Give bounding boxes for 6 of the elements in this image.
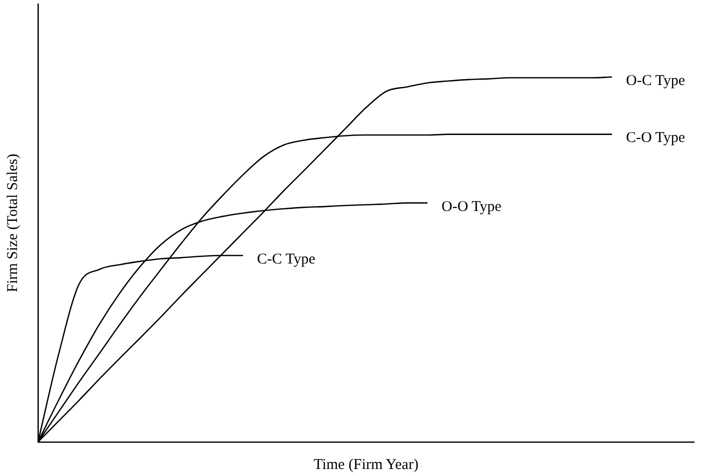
series-label: C-O Type: [626, 130, 686, 146]
series-label: O-O Type: [442, 198, 502, 215]
x-axis-title: Time (Firm Year): [314, 456, 418, 473]
y-axis-title: Firm Size (Total Sales): [4, 154, 21, 292]
series-label: O-C Type: [626, 72, 686, 89]
series-label: C-C Type: [257, 251, 316, 268]
